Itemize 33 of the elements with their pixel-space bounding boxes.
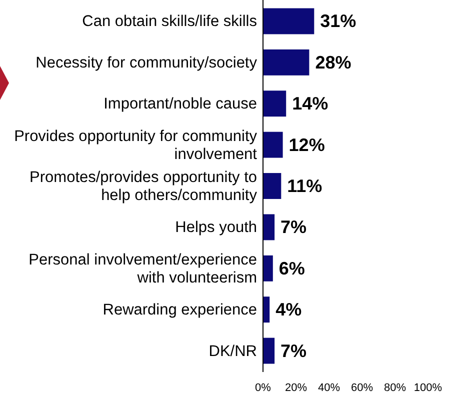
x-tick-label: 60% [350,382,374,394]
data-label: 28% [315,52,352,72]
data-label: 11% [287,176,322,196]
data-label: 4% [276,300,302,320]
data-label: 31% [320,11,356,32]
y-tick-label: Rewarding experience [102,301,257,318]
x-tick-label: 20% [284,382,308,394]
bar [263,90,286,117]
x-tick-label: 40% [318,382,340,394]
y-tick-label: Important/noble cause [104,95,257,112]
bar [263,338,275,364]
bar [263,173,282,199]
y-tick-label: Promotes/provides opportunity to help others/community [30,168,258,204]
y-tick-label: Can obtain skills/life skills [82,12,258,30]
y-tick-label: Provides opportunity for community involvement [14,127,258,162]
x-tick-label: 0% [255,382,272,394]
bar [263,214,275,240]
bar [263,255,273,282]
x-tick-label: 80% [384,382,406,394]
bar [263,296,270,323]
y-tick-label: Necessity for community/society [36,54,258,71]
x-tick-label: 100% [414,382,442,394]
data-label: 14% [292,94,328,114]
bar [263,49,310,76]
data-label: 7% [280,340,307,361]
bar [263,8,314,34]
y-tick-label: DK/NR [208,342,257,360]
data-label: 6% [278,258,305,278]
data-label: 7% [280,217,307,238]
y-tick-label: Helps youth [175,218,257,236]
bar [263,132,283,158]
data-label: 12% [288,134,325,155]
y-tick-label: Personal involvement/experience with volunteerism [28,250,257,286]
